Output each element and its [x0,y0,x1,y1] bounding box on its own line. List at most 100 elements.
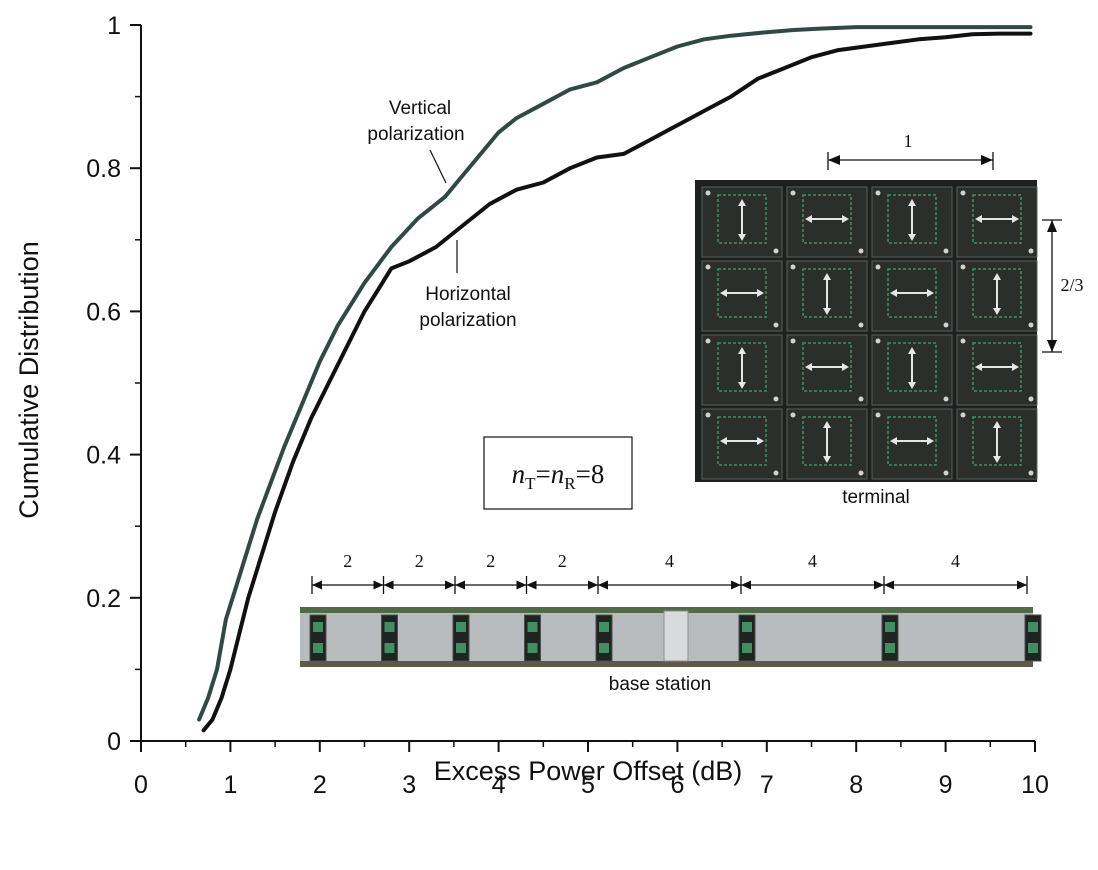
base-antenna-module [1024,614,1042,662]
base-antenna-module [595,614,613,662]
vertical-leader [429,149,447,184]
mount-hole [705,190,711,196]
antenna-tile [786,186,868,258]
antenna-patch [972,194,1022,244]
spacing-label: 2 [415,551,424,571]
mount-hole [943,396,949,402]
antenna-count-box: nT=nR=8 [483,436,633,510]
mount-hole [773,248,779,254]
base-antenna-module [381,614,398,662]
antenna-tile [871,408,953,480]
horizontal-annotation: Horizontal polarization [419,240,517,331]
base-antenna-module [309,614,327,662]
y-tick-label: 0.6 [86,298,121,326]
antenna-patch [887,194,937,244]
mount-hole [960,412,966,418]
mount-hole [960,338,966,344]
antenna-tile [786,334,868,406]
mount-hole [858,396,864,402]
x-tick-label: 0 [134,771,148,799]
base-antenna-patch [527,643,538,653]
base-antenna-patch [885,622,895,632]
base-antenna-patch [1028,622,1038,632]
antenna-patch [887,342,937,392]
horizontal-label-line1: Horizontal [425,284,511,305]
mount-hole [943,248,949,254]
antenna-tile [701,260,783,332]
y-tick-label: 0.2 [86,585,121,613]
antenna-patch [717,194,767,244]
x-tick-label: 5 [581,771,595,799]
x-tick-label: 9 [939,771,953,799]
mount-hole [705,338,711,344]
terminal-antenna-tiles [701,186,1038,480]
base-antenna-patch [456,622,466,632]
base-antenna-module [524,614,541,662]
mount-hole [858,248,864,254]
mount-hole [773,322,779,328]
y-tick-label: 0.8 [86,155,121,183]
vertical-annotation: Vertical polarization [367,98,465,184]
x-tick-label: 10 [1021,771,1049,799]
base-antenna-patch [599,622,609,632]
x-tick-label: 2 [313,771,327,799]
base-station-spacing-dims: 2 2 2 2 4 4 4 [311,551,1028,594]
mount-hole [943,322,949,328]
base-antenna-patch [456,643,466,653]
vertical-label-line1: Vertical [389,98,451,119]
antenna-patch [802,342,852,392]
y-tick-label: 1 [107,12,121,40]
mount-hole [875,338,881,344]
antenna-patch [972,416,1022,466]
terminal-dim-v-label: 2/3 [1060,275,1083,295]
series-group [197,25,1033,733]
mount-hole [790,190,796,196]
mount-hole [1028,470,1034,476]
vertical-label-line2: polarization [367,124,464,145]
antenna-tile [956,186,1038,258]
antenna-patch [802,194,852,244]
spacing-label: 4 [665,551,674,571]
mount-hole [705,264,711,270]
mount-hole [875,190,881,196]
base-station-inset: 2 2 2 2 4 4 4 base station [300,551,1042,695]
spacing-label: 2 [486,551,495,571]
mount-hole [773,470,779,476]
x-tick-label: 3 [402,771,416,799]
antenna-tile [871,260,953,332]
mount-hole [1028,396,1034,402]
x-axis-title: Excess Power Offset (dB) [434,756,743,786]
x-tick-label: 7 [760,771,774,799]
terminal-dim-h-label: 1 [904,131,913,151]
x-tick-label: 6 [670,771,684,799]
base-antenna-patch [384,643,395,653]
antenna-patch [717,416,767,466]
base-antenna-patch [742,622,752,632]
terminal-inset: terminal 1 2/3 [695,131,1084,508]
mount-hole [875,264,881,270]
base-antenna-patch [313,622,323,632]
mount-hole [960,264,966,270]
horizontal-polarization-line [201,31,1033,733]
base-antenna-module [881,614,899,662]
y-axis-title: Cumulative Distribution [14,241,44,519]
antenna-patch [887,268,937,318]
antenna-tile [701,408,783,480]
antenna-patch [972,268,1022,318]
antenna-count-formula: nT=nR=8 [512,459,605,493]
antenna-tile [956,334,1038,406]
base-antenna-patch [1028,643,1038,653]
antenna-patch [802,268,852,318]
y-tick-label: 0 [107,728,121,756]
x-tick-label: 1 [223,771,237,799]
base-station-antennas [309,614,1042,662]
mount-hole [1028,248,1034,254]
mount-hole [875,412,881,418]
base-antenna-patch [599,643,609,653]
x-tick-label: 8 [849,771,863,799]
horizontal-label-line2: polarization [419,310,516,331]
mount-hole [1028,322,1034,328]
mount-hole [858,470,864,476]
axes [130,24,1036,752]
